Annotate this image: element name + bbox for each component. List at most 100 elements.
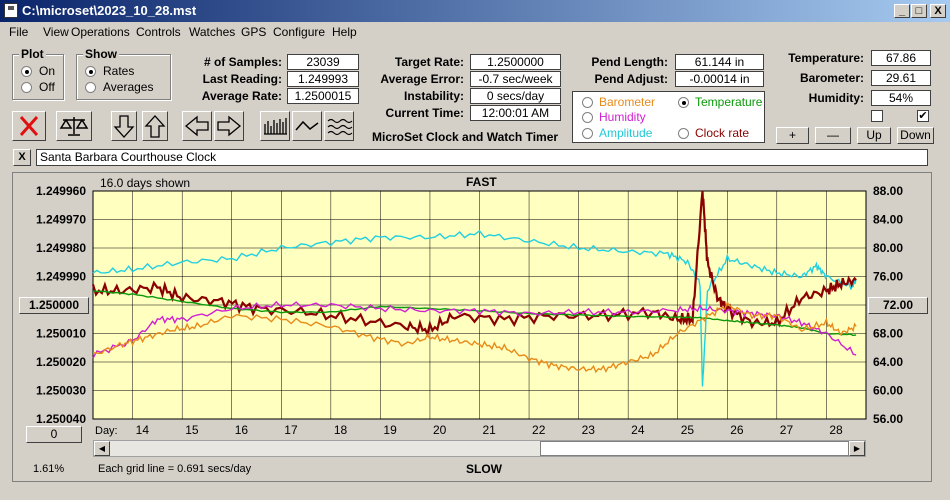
overlay-clock-rate-radio[interactable] (678, 128, 689, 139)
right-tick-label: 68.00 (873, 327, 903, 341)
wave-lines-icon (327, 118, 353, 136)
horizontal-scrollbar[interactable]: ◀ ▶ (93, 440, 866, 457)
app-icon (4, 3, 18, 18)
current-time-field: 12:00:01 AM (470, 105, 561, 121)
series-line-temperature (92, 290, 857, 337)
last-reading-field: 1.249993 (287, 71, 359, 87)
left-tick-label: 1.250010 (36, 327, 86, 341)
close-window-button[interactable]: X (930, 4, 946, 18)
menu-watches[interactable]: Watches (189, 25, 236, 39)
grid-note-label: Each grid line = 0.691 secs/day (98, 463, 252, 475)
minimize-button[interactable]: _ (894, 4, 910, 18)
stop-button[interactable] (12, 111, 46, 141)
left-tick-label: 1.249960 (36, 184, 86, 198)
x-tick-label: 28 (829, 423, 843, 437)
overlay-clock-rate-label: Clock rate (695, 126, 750, 140)
menu-operations[interactable]: Operations (71, 25, 130, 39)
subtitle-label: MicroSet Clock and Watch Timer (372, 130, 559, 144)
menu-file[interactable]: File (9, 25, 29, 39)
menu-view[interactable]: View (43, 25, 69, 39)
x-tick-label: 19 (383, 423, 397, 437)
line-view-button[interactable] (292, 111, 322, 141)
maximize-button[interactable]: □ (911, 4, 927, 18)
scale-minus-button[interactable]: — (815, 127, 851, 144)
show-rates-radio[interactable] (85, 66, 96, 77)
clear-watch-button[interactable]: X (13, 149, 31, 166)
average-rate-label: Average Rate: (201, 89, 282, 103)
x-tick-label: 20 (433, 423, 447, 437)
balance-button[interactable] (56, 111, 92, 141)
plot-on-radio[interactable] (21, 66, 32, 77)
target-rate-label: Target Rate: (394, 55, 464, 69)
x-tick-label: 27 (780, 423, 794, 437)
series-line-clock-rate (91, 190, 857, 338)
scale-down-button[interactable]: Down (897, 127, 934, 144)
x-tick-label: 22 (532, 423, 546, 437)
overlay-amplitude-label: Amplitude (599, 126, 653, 140)
barometer-field: 29.61 (871, 70, 931, 86)
arrow-up-icon (144, 115, 166, 138)
right-tick-label: 60.00 (873, 384, 903, 398)
scales-icon (59, 117, 89, 136)
scale-plus-button[interactable]: + (776, 127, 809, 144)
x-tick-label: 23 (582, 423, 596, 437)
arrow-right-button[interactable] (214, 111, 244, 141)
wave-view-button[interactable] (324, 111, 354, 141)
last-reading-label: Last Reading: (202, 72, 282, 86)
menu-controls[interactable]: Controls (136, 25, 181, 39)
x-tick-label: 18 (334, 423, 348, 437)
bar-graph-icon (264, 118, 287, 135)
bars-view-button[interactable] (260, 111, 290, 141)
plot-off-radio[interactable] (21, 82, 32, 93)
x-tick-label: 17 (284, 423, 298, 437)
arrow-down-button[interactable] (111, 111, 137, 141)
red-x-icon (19, 116, 39, 136)
pend-adjust-label: Pend Adjust: (594, 72, 668, 86)
show-group-label: Show (83, 47, 119, 61)
overlay-amplitude-radio[interactable] (582, 128, 593, 139)
left-tick-label: 1.249990 (36, 270, 86, 284)
show-rates-label: Rates (103, 64, 135, 78)
left-tick-label: 1.249980 (36, 241, 86, 255)
checkbox-right[interactable]: ✔ (917, 110, 929, 122)
arrow-left-icon (184, 115, 209, 137)
x-tick-label: 14 (136, 423, 150, 437)
plot-off-label: Off (39, 80, 55, 94)
right-tick-label: 56.00 (873, 412, 903, 426)
scroll-left-arrow-icon[interactable]: ◀ (94, 441, 110, 456)
right-tick-label: 80.00 (873, 241, 903, 255)
watch-name-input[interactable]: Santa Barbara Courthouse Clock (36, 149, 928, 166)
right-tick-label: 76.00 (873, 270, 903, 284)
menu-help[interactable]: Help (332, 25, 357, 39)
fast-label: FAST (466, 175, 497, 189)
overlay-barometer-radio[interactable] (582, 97, 593, 108)
menu-gps[interactable]: GPS (241, 25, 267, 39)
right-value-button[interactable]: 72.00 (868, 297, 928, 314)
arrow-up-button[interactable] (142, 111, 168, 141)
show-averages-label: Averages (103, 80, 154, 94)
right-tick-label: 84.00 (873, 213, 903, 227)
arrow-down-icon (113, 115, 135, 138)
center-value-button[interactable]: 1.250000 (19, 297, 89, 314)
overlay-temperature-radio[interactable] (678, 97, 689, 108)
left-tick-label: 1.250020 (36, 355, 86, 369)
average-error-label: Average Error: (380, 72, 464, 86)
arrow-left-button[interactable] (182, 111, 212, 141)
left-bottom-button[interactable]: 0 (26, 426, 82, 443)
checkbox-left[interactable] (871, 110, 883, 122)
scroll-right-arrow-icon[interactable]: ▶ (849, 441, 865, 456)
scroll-thumb[interactable] (540, 441, 849, 456)
current-time-label: Current Time: (385, 106, 464, 120)
show-averages-radio[interactable] (85, 82, 96, 93)
barometer-label: Barometer: (799, 71, 864, 85)
overlay-humidity-radio[interactable] (582, 112, 593, 123)
humidity-label: Humidity: (808, 91, 864, 105)
menu-configure[interactable]: Configure (273, 25, 326, 39)
temperature-field: 67.86 (871, 50, 931, 66)
x-tick-label: 24 (631, 423, 645, 437)
x-tick-label: 25 (681, 423, 695, 437)
x-tick-label: 15 (185, 423, 199, 437)
scale-up-button[interactable]: Up (857, 127, 891, 144)
days-shown-label: 16.0 days shown (100, 176, 191, 190)
